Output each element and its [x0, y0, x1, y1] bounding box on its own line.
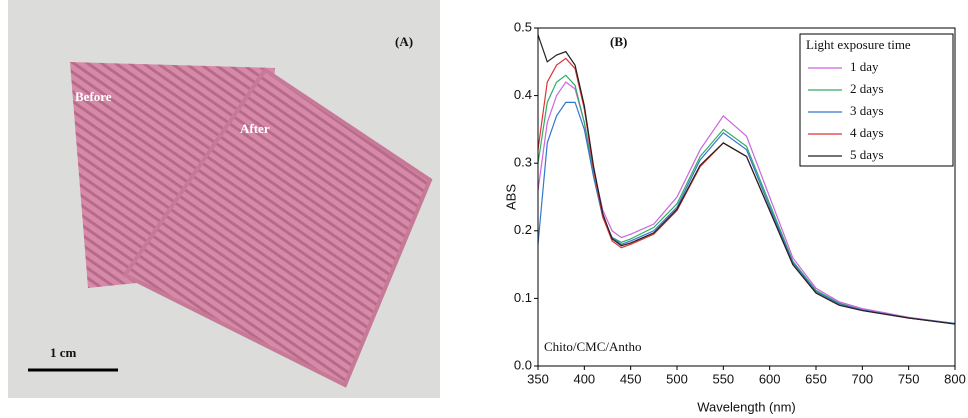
legend-label: 5 days: [850, 147, 884, 162]
legend-label: 3 days: [850, 103, 884, 118]
before-label: Before: [75, 89, 112, 104]
x-tick-label: 700: [851, 371, 873, 386]
x-tick-label: 750: [898, 371, 920, 386]
legend-label: 2 days: [850, 81, 884, 96]
annotation: Chito/CMC/Antho: [544, 339, 642, 354]
series-line: [537, 74, 956, 325]
series-line: [537, 34, 956, 325]
x-tick-label: 400: [573, 371, 595, 386]
series-line: [537, 81, 956, 325]
plot-frame: [537, 27, 956, 367]
panel-label: (B): [610, 34, 627, 49]
y-tick-label: 0.5: [514, 19, 532, 34]
y-tick-label: 0.1: [514, 290, 532, 305]
legend-title: Light exposure time: [806, 37, 911, 52]
chart: 0.0 0.1 0.2 0.3 0.4 0.5 350 400 450 500 550 600 650 7…: [503, 19, 965, 414]
legend-label: 4 days: [850, 125, 884, 140]
series-line: [537, 101, 956, 325]
x-tick-label: 600: [759, 371, 781, 386]
x-axis-label: Wavelength (nm): [697, 399, 796, 414]
x-tick-label: 550: [712, 371, 734, 386]
panel-label: (A): [395, 34, 413, 49]
y-tick-label: 0.4: [514, 87, 532, 102]
fabric-after: [122, 67, 433, 388]
x-tick-label: 500: [666, 371, 688, 386]
x-tick-label: 800: [944, 371, 966, 386]
legend-label: 1 day: [850, 59, 879, 74]
y-tick-label: 0.0: [514, 357, 532, 372]
x-tick-label: 650: [805, 371, 827, 386]
x-tick-label: 350: [527, 371, 549, 386]
y-tick-label: 0.2: [514, 222, 532, 237]
photo: (A) Before After 1 cm: [8, 0, 440, 398]
x-tick-label: 450: [620, 371, 642, 386]
y-tick-label: 0.3: [514, 155, 532, 170]
after-label: After: [240, 121, 270, 136]
scale-label: 1 cm: [50, 345, 77, 360]
y-axis-label: ABS: [503, 184, 518, 210]
legend-box: [799, 33, 954, 167]
